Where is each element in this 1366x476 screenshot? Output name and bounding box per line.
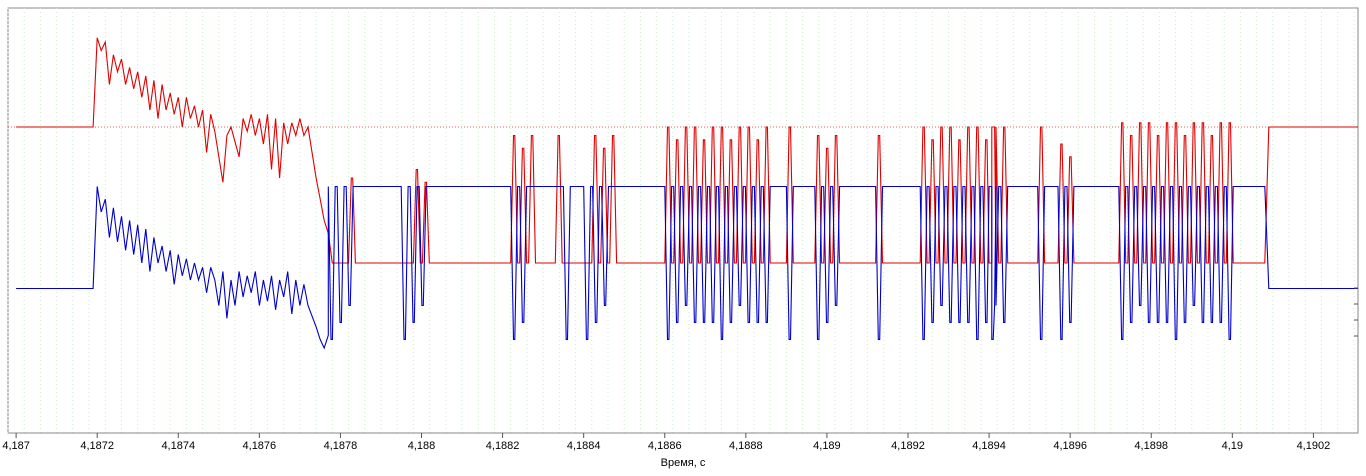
series-layer (16, 37, 1358, 350)
x-tick-label: 4,1886 (648, 440, 682, 452)
x-tick-label: 4,1902 (1297, 440, 1331, 452)
x-tick-label: 4,1896 (1053, 440, 1087, 452)
x-tick-label: 4,1878 (324, 440, 358, 452)
x-tick-label: 4,189 (813, 440, 841, 452)
x-tick-label: 4,1874 (161, 440, 195, 452)
x-tick-label: 4,1872 (80, 440, 114, 452)
x-axis: 4,187 4,1872 4,1874 4,1876 4,1878 4,188 4,1882… (2, 432, 1358, 452)
x-tick-label: 4,1888 (729, 440, 763, 452)
series-line-blue (16, 185, 1358, 350)
x-tick-label: 4,1876 (243, 440, 277, 452)
x-tick-label: 4,187 (2, 440, 30, 452)
series-line-red (16, 37, 1358, 264)
x-axis-label: Время, с (661, 457, 706, 469)
x-tick-label: 4,1894 (972, 440, 1006, 452)
right-axis (1354, 287, 1358, 337)
x-tick-label: 4,1882 (486, 440, 520, 452)
x-tick-label: 4,19 (1222, 440, 1243, 452)
x-tick-label: 4,1892 (891, 440, 925, 452)
x-tick-label: 4,1884 (567, 440, 601, 452)
x-tick-label: 4,1898 (1134, 440, 1168, 452)
x-tick-label: 4,188 (408, 440, 436, 452)
